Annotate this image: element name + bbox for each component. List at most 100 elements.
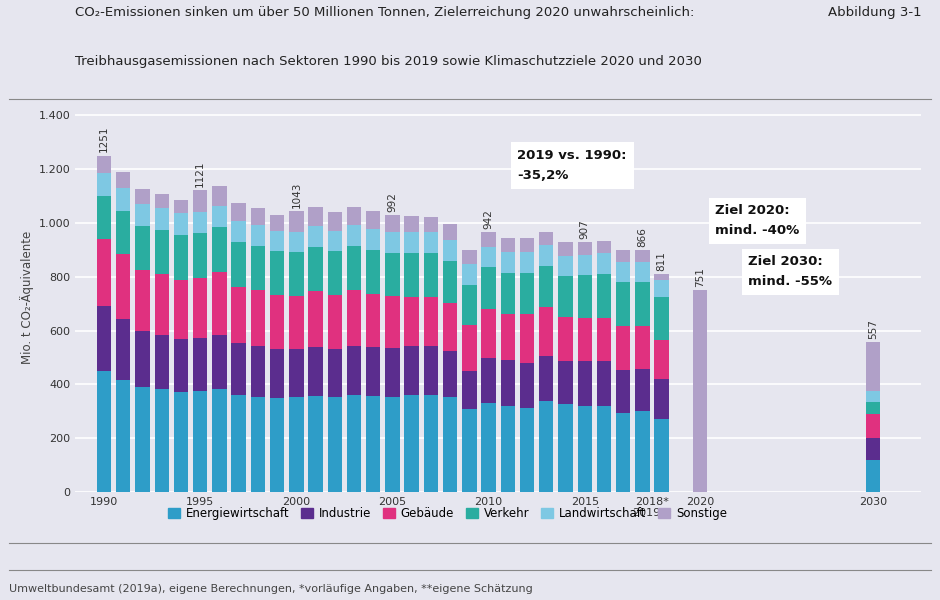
- Bar: [462, 285, 477, 325]
- Bar: [251, 226, 265, 246]
- Text: Ziel 2030:
mind. -55%: Ziel 2030: mind. -55%: [748, 256, 832, 289]
- Bar: [251, 397, 265, 492]
- Bar: [290, 232, 304, 253]
- Bar: [116, 172, 131, 188]
- Text: 751: 751: [695, 267, 705, 287]
- Bar: [577, 318, 592, 361]
- Bar: [539, 245, 554, 266]
- Bar: [635, 283, 650, 326]
- Text: 1121: 1121: [196, 161, 205, 187]
- Bar: [520, 363, 534, 408]
- Bar: [290, 296, 304, 349]
- Bar: [654, 340, 669, 379]
- Bar: [154, 230, 169, 274]
- Bar: [443, 224, 458, 240]
- Bar: [385, 397, 400, 492]
- Bar: [231, 343, 246, 395]
- Bar: [135, 270, 149, 331]
- Bar: [193, 233, 208, 278]
- Bar: [404, 297, 419, 346]
- Bar: [404, 253, 419, 297]
- Bar: [520, 238, 534, 253]
- Bar: [481, 403, 495, 492]
- Text: 2019 vs. 1990:
-35,2%: 2019 vs. 1990: -35,2%: [517, 149, 627, 182]
- Bar: [347, 246, 361, 290]
- Bar: [270, 349, 284, 398]
- Bar: [193, 391, 208, 492]
- Bar: [174, 280, 188, 338]
- Bar: [558, 276, 572, 317]
- Bar: [385, 253, 400, 296]
- Bar: [597, 241, 611, 253]
- Bar: [366, 347, 381, 396]
- Bar: [116, 380, 131, 492]
- Bar: [558, 256, 572, 276]
- Bar: [116, 211, 131, 254]
- Bar: [443, 303, 458, 351]
- Bar: [231, 287, 246, 343]
- Bar: [97, 155, 111, 173]
- Bar: [327, 251, 342, 295]
- Bar: [520, 314, 534, 363]
- Bar: [635, 326, 650, 368]
- Bar: [539, 307, 554, 356]
- Bar: [385, 296, 400, 349]
- Bar: [404, 346, 419, 395]
- Bar: [558, 404, 572, 492]
- Text: Abbildung 3-1: Abbildung 3-1: [827, 6, 921, 19]
- Bar: [116, 188, 131, 211]
- Bar: [251, 346, 265, 397]
- Bar: [501, 238, 515, 253]
- Bar: [404, 232, 419, 253]
- Bar: [347, 346, 361, 395]
- Bar: [154, 335, 169, 389]
- Bar: [174, 214, 188, 235]
- Y-axis label: Mio. t CO₂-Äquivalente: Mio. t CO₂-Äquivalente: [21, 230, 35, 364]
- Text: -35,2%: -35,2%: [517, 169, 562, 182]
- Bar: [308, 207, 322, 226]
- Bar: [385, 232, 400, 253]
- Bar: [97, 305, 111, 371]
- Bar: [866, 342, 881, 391]
- Bar: [443, 351, 458, 397]
- Bar: [251, 208, 265, 226]
- Bar: [501, 360, 515, 406]
- Bar: [481, 232, 495, 247]
- Bar: [270, 295, 284, 349]
- Bar: [558, 361, 572, 404]
- Text: 811: 811: [657, 251, 666, 271]
- Bar: [174, 235, 188, 280]
- Bar: [577, 406, 592, 492]
- Text: 866: 866: [637, 227, 648, 247]
- Bar: [97, 196, 111, 239]
- Bar: [308, 396, 322, 492]
- Bar: [327, 349, 342, 397]
- Bar: [135, 331, 149, 387]
- Bar: [385, 349, 400, 397]
- Bar: [597, 361, 611, 406]
- Bar: [424, 395, 438, 492]
- Bar: [866, 402, 881, 414]
- Bar: [654, 419, 669, 492]
- Bar: [693, 290, 707, 492]
- Bar: [154, 274, 169, 335]
- Bar: [866, 414, 881, 438]
- Bar: [193, 278, 208, 338]
- Bar: [231, 395, 246, 492]
- Legend: Energiewirtschaft, Industrie, Gebäude, Verkehr, Landwirtschaft, Sonstige: Energiewirtschaft, Industrie, Gebäude, V…: [164, 502, 731, 524]
- Text: 942: 942: [483, 209, 494, 229]
- Bar: [212, 389, 227, 492]
- Bar: [193, 338, 208, 391]
- Bar: [501, 253, 515, 273]
- Text: Treibhausgasemissionen nach Sektoren 1990 bis 2019 sowie Klimaschutzziele 2020 u: Treibhausgasemissionen nach Sektoren 199…: [75, 55, 702, 68]
- Bar: [597, 406, 611, 492]
- Bar: [501, 273, 515, 314]
- Bar: [251, 246, 265, 290]
- Bar: [577, 242, 592, 255]
- Bar: [616, 370, 631, 413]
- Text: 1043: 1043: [291, 182, 302, 208]
- Bar: [347, 207, 361, 225]
- Bar: [520, 253, 534, 273]
- Bar: [404, 395, 419, 492]
- Bar: [404, 216, 419, 232]
